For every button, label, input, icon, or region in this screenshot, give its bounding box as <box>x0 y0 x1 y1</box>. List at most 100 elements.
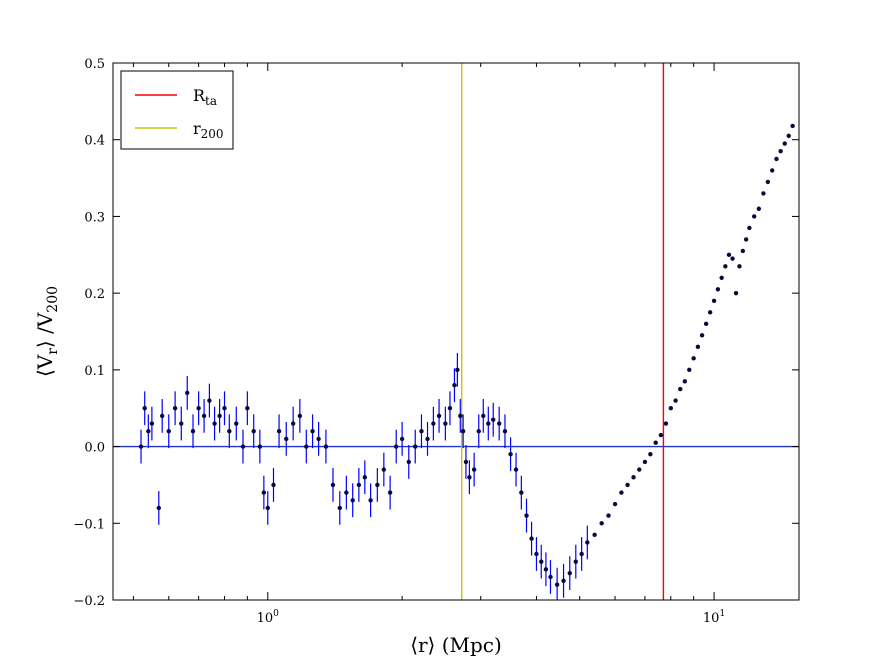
data-marker <box>637 467 642 472</box>
data-marker <box>362 475 368 480</box>
data-marker <box>678 386 683 392</box>
data-point <box>529 521 534 556</box>
data-point <box>471 452 477 487</box>
data-point <box>443 406 448 441</box>
data-marker <box>212 421 217 426</box>
data-marker <box>539 559 544 564</box>
data-point <box>573 544 578 579</box>
data-point <box>743 237 749 242</box>
y-tick-label: 0.3 <box>84 210 105 225</box>
data-marker <box>743 237 749 242</box>
data-marker <box>612 501 618 507</box>
data-marker <box>519 490 524 495</box>
data-point <box>227 414 232 449</box>
data-marker <box>786 133 791 139</box>
data-point <box>703 321 709 327</box>
data-point <box>394 429 399 464</box>
data-point <box>765 179 771 185</box>
data-point <box>375 468 380 502</box>
data-marker <box>543 567 549 572</box>
data-point <box>166 414 171 449</box>
data-marker <box>337 505 342 511</box>
x-axis-label: ⟨r⟩ (Mpc) <box>410 633 502 657</box>
data-marker <box>240 444 246 449</box>
data-marker <box>567 570 572 576</box>
data-marker <box>770 168 775 173</box>
data-point <box>554 567 560 600</box>
data-marker <box>310 429 315 434</box>
data-point <box>606 513 611 518</box>
data-marker <box>534 551 539 557</box>
data-marker <box>606 513 611 518</box>
data-point <box>142 391 147 426</box>
data-point <box>539 544 544 579</box>
data-point <box>761 191 766 196</box>
data-marker <box>711 298 717 304</box>
data-marker <box>529 536 534 541</box>
data-marker <box>524 513 529 518</box>
data-point <box>310 414 315 449</box>
data-marker <box>491 417 496 422</box>
data-marker <box>508 452 513 457</box>
data-marker <box>201 413 207 419</box>
data-point <box>234 406 239 441</box>
data-marker <box>513 467 519 472</box>
data-marker <box>284 436 289 442</box>
y-tick-label: −0.2 <box>73 594 105 609</box>
y-axis-label: ⟨Vr⟩ /V200 <box>33 286 61 377</box>
data-marker <box>778 149 783 154</box>
data-point <box>663 421 669 426</box>
data-point <box>637 467 642 472</box>
data-point <box>691 356 696 361</box>
data-point <box>240 429 246 464</box>
data-point <box>185 375 190 410</box>
axes: −0.2 −0.1 0.0 0.1 0.2 0.3 0.4 0.5 100 101 <box>73 57 800 626</box>
data-marker <box>190 429 196 434</box>
data-marker <box>737 264 742 269</box>
data-marker <box>460 429 466 434</box>
data-point <box>631 475 636 480</box>
data-marker <box>663 421 669 426</box>
data-marker <box>761 191 766 196</box>
plot-area <box>113 63 799 600</box>
data-point <box>463 445 469 479</box>
data-marker <box>673 398 678 403</box>
data-marker <box>166 429 171 434</box>
data-marker <box>436 413 442 419</box>
data-marker <box>234 421 239 426</box>
data-marker <box>138 444 144 449</box>
data-marker <box>276 429 282 434</box>
data-marker <box>585 540 590 545</box>
data-point <box>524 498 529 533</box>
data-point <box>678 386 683 392</box>
data-marker <box>782 141 787 146</box>
data-point <box>579 537 584 571</box>
data-marker <box>715 287 721 292</box>
data-point <box>481 399 486 433</box>
data-point <box>774 156 779 162</box>
data-marker <box>631 475 636 480</box>
data-marker <box>290 421 296 426</box>
data-point <box>284 422 289 456</box>
data-point <box>419 414 424 449</box>
data-point <box>304 429 309 464</box>
data-marker <box>375 482 380 488</box>
data-point <box>276 414 282 449</box>
data-marker <box>691 356 696 361</box>
data-point <box>344 475 349 510</box>
data-marker <box>265 505 270 511</box>
data-marker <box>699 333 705 338</box>
data-marker <box>561 578 566 584</box>
data-point <box>381 452 387 487</box>
data-marker <box>765 179 771 185</box>
data-marker <box>642 459 648 465</box>
data-marker <box>774 156 779 162</box>
y-tick-label: −0.1 <box>73 517 105 532</box>
data-marker <box>185 390 190 396</box>
data-marker <box>653 440 658 445</box>
data-marker <box>452 383 457 388</box>
data-marker <box>458 413 463 419</box>
y-tick-label: 0.0 <box>84 441 105 456</box>
data-marker <box>344 490 349 495</box>
data-point <box>316 422 321 456</box>
